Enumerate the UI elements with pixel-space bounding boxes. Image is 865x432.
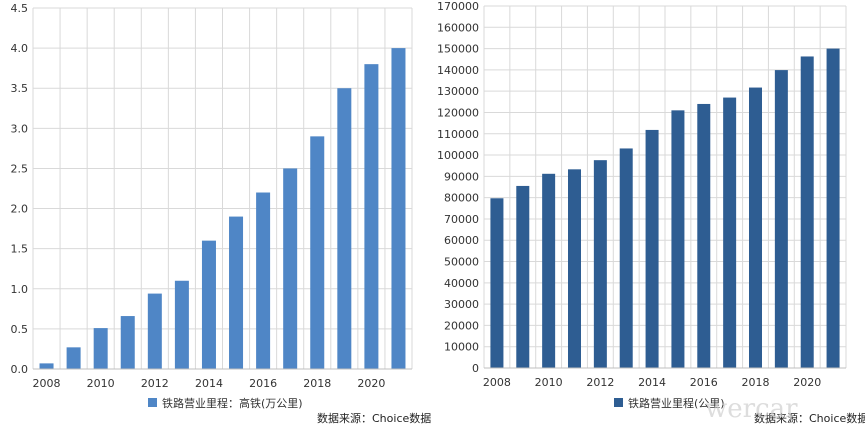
x-tick-label: 2016 [690, 376, 718, 389]
y-tick-label: 120000 [437, 106, 479, 119]
legend-right: 铁路营业里程(公里) [614, 396, 725, 410]
y-tick-label: 110000 [437, 128, 479, 141]
bar-2014 [645, 129, 659, 368]
y-tick-label: 100000 [437, 149, 479, 162]
bar-2017 [283, 168, 298, 369]
y-tick-label: 1.0 [11, 283, 29, 296]
high-speed-rail-chart: 0.0 0.5 1.0 1.5 2.0 2.5 3.0 3.5 4.0 4.5 2008 2010 20… [11, 2, 413, 390]
y-tick-label: 170000 [437, 0, 479, 13]
x-tick-label: 2014 [638, 376, 666, 389]
y-tick-label: 80000 [444, 192, 479, 205]
y-tick-label: 140000 [437, 64, 479, 77]
y-tick-label: 3.0 [11, 122, 29, 135]
bar-2019 [337, 88, 352, 369]
x-tick-label: 2012 [586, 376, 614, 389]
bar-2019 [774, 70, 788, 369]
bar-2012 [147, 293, 162, 369]
bar-2021 [391, 48, 406, 369]
bar-2010 [93, 328, 108, 369]
y-tick-label: 20000 [444, 319, 479, 332]
y-tick-label: 2.5 [11, 162, 29, 175]
bar-2009 [66, 347, 81, 369]
bar-2016 [256, 192, 271, 369]
x-tick-label: 2012 [141, 377, 169, 390]
legend-label-left: 铁路营业里程：高铁(万公里) [162, 396, 303, 410]
x-tick-label: 2010 [535, 376, 563, 389]
bar-2020 [364, 64, 379, 370]
watermark: wercar [705, 394, 798, 424]
bar-2016 [697, 103, 711, 368]
bar-2015 [229, 216, 244, 369]
y-tick-label: 4.0 [11, 42, 29, 55]
bar-2010 [542, 173, 556, 368]
railway-mileage-chart: 0 10000 20000 30000 40000 50000 60000 70000 8000… [437, 0, 847, 389]
y-tick-label: 0.5 [11, 323, 29, 336]
y-tick-label: 0.0 [11, 363, 29, 376]
bar-2020 [800, 56, 814, 368]
x-tick-label: 2008 [483, 376, 511, 389]
x-tick-label: 2016 [249, 377, 277, 390]
x-tick-label: 2014 [195, 377, 223, 390]
bar-2011 [120, 316, 135, 369]
bar-2021 [826, 48, 840, 369]
y-tick-label: 10000 [444, 341, 479, 354]
y-tick-label: 70000 [444, 213, 479, 226]
x-tick-label: 2018 [742, 376, 770, 389]
bar-2018 [749, 87, 762, 369]
y-tick-label: 0 [472, 362, 479, 375]
bar-2013 [174, 280, 189, 369]
x-tick-label: 2010 [87, 377, 115, 390]
bar-2009 [516, 185, 530, 368]
legend-label-right: 铁路营业里程(公里) [628, 396, 725, 410]
bar-2011 [568, 169, 581, 368]
source-note-left: 数据来源：Choice数据 [317, 411, 431, 425]
y-tick-label: 150000 [437, 43, 479, 56]
y-tick-label: 50000 [444, 256, 479, 269]
legend-swatch-right [614, 398, 623, 407]
source-note-right: 数据来源：Choice数据 [754, 411, 865, 425]
y-tick-label: 3.5 [11, 82, 29, 95]
y-tick-label: 130000 [437, 85, 479, 98]
bar-2013 [619, 148, 633, 368]
bar-2014 [201, 240, 216, 369]
bar-2012 [593, 160, 607, 368]
y-tick-label: 60000 [444, 234, 479, 247]
bar-2008 [490, 198, 504, 368]
y-tick-label: 4.5 [11, 2, 29, 15]
y-tick-label: 1.5 [11, 243, 29, 256]
y-tick-label: 40000 [444, 277, 479, 290]
bar-2008 [39, 363, 54, 369]
y-tick-label: 90000 [444, 170, 479, 183]
y-tick-label: 2.0 [11, 203, 29, 216]
legend-left: 铁路营业里程：高铁(万公里) [148, 396, 303, 410]
x-tick-label: 2008 [33, 377, 61, 390]
x-tick-label: 2020 [793, 376, 821, 389]
x-tick-label: 2020 [357, 377, 385, 390]
bar-2018 [310, 136, 325, 369]
bar-2015 [671, 110, 685, 368]
bar-2017 [723, 97, 737, 369]
x-tick-label: 2018 [303, 377, 331, 390]
legend-swatch-left [148, 398, 157, 407]
y-tick-label: 160000 [437, 21, 479, 34]
y-tick-label: 30000 [444, 298, 479, 311]
